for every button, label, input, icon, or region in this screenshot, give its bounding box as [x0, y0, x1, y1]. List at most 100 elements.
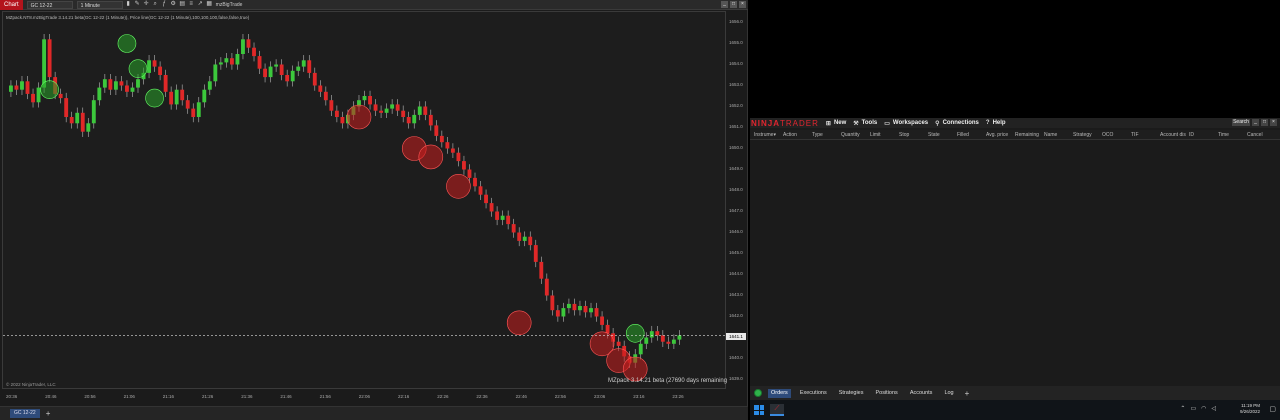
- price-tick-label: 1649.0: [729, 165, 743, 171]
- column-header[interactable]: Name: [1044, 132, 1058, 138]
- chart-trader-icon[interactable]: ▤: [179, 1, 185, 7]
- column-header[interactable]: Quantity: [841, 132, 860, 138]
- column-header[interactable]: State: [928, 132, 940, 138]
- tab-executions[interactable]: Executions: [799, 389, 827, 396]
- column-header[interactable]: Strategy: [1073, 132, 1092, 138]
- tab-accounts[interactable]: Accounts: [909, 389, 933, 396]
- column-header[interactable]: TIF: [1131, 132, 1139, 138]
- tab-gc-12-22[interactable]: GC 12-22: [10, 409, 40, 418]
- candle: [506, 215, 511, 225]
- taskbar-clock[interactable]: 11:19 PM 9/26/2022: [1220, 403, 1260, 415]
- tab-strategies[interactable]: Strategies: [838, 389, 864, 396]
- tab-log[interactable]: Log: [944, 389, 954, 396]
- candle: [58, 93, 63, 99]
- volume-icon[interactable]: ◁: [1211, 406, 1216, 412]
- tab-orders[interactable]: Orders: [768, 388, 791, 398]
- column-header[interactable]: Cancel: [1247, 132, 1263, 138]
- candle: [307, 60, 312, 73]
- bar-style-icon[interactable]: ▮: [126, 1, 130, 7]
- column-header[interactable]: Instrume▾: [754, 132, 776, 138]
- candle: [108, 79, 113, 90]
- column-header[interactable]: Account dis: [1160, 132, 1186, 138]
- maximize-icon[interactable]: □: [730, 1, 737, 8]
- ninjatrader-taskbar-icon[interactable]: ⟋: [770, 404, 784, 416]
- column-header[interactable]: Time: [1218, 132, 1229, 138]
- tools-icon: ⚒: [853, 120, 859, 127]
- candle: [589, 308, 593, 313]
- menu-connections[interactable]: ⚲ Connections: [935, 120, 979, 127]
- drawing-tools-icon[interactable]: ✎: [134, 1, 140, 7]
- tab-positions[interactable]: Positions: [875, 389, 898, 396]
- chart-bottom-tabs: GC 12-22 +: [0, 406, 748, 420]
- column-header[interactable]: Stop: [899, 132, 910, 138]
- big-trade-buy-bubble: [145, 88, 164, 108]
- crosshair-icon[interactable]: ✛: [143, 1, 149, 7]
- candle: [42, 39, 47, 88]
- new-icon: ⊞: [825, 120, 831, 127]
- candle: [462, 161, 466, 170]
- big-trade-buy-bubble: [128, 59, 148, 79]
- time-axis[interactable]: 20:36 20:46 20:56 21:06 21:16 21:26 21:36 21:46…: [0, 390, 728, 404]
- time-tick-label: 23:16: [633, 394, 645, 399]
- instrument-selector[interactable]: GC 12-22: [26, 0, 73, 9]
- big-trade-buy-bubble: [40, 80, 59, 99]
- candle: [578, 306, 582, 311]
- candle: [495, 211, 500, 220]
- candle: [296, 66, 301, 71]
- strategies-icon[interactable]: ⚙: [170, 1, 176, 7]
- properties-icon[interactable]: ≡: [189, 1, 193, 7]
- column-header[interactable]: Remaining: [1015, 132, 1039, 138]
- menu-workspaces[interactable]: ▭ Workspaces: [884, 120, 928, 127]
- price-axis[interactable]: 1656.0 1655.0 1654.0 1653.0 1652.0 1651.0 1650…: [727, 11, 747, 389]
- price-tick-label: 1650.0: [729, 144, 743, 150]
- zoom-icon[interactable]: ⌕: [153, 1, 157, 7]
- column-header[interactable]: Avg. price: [986, 132, 1009, 138]
- indicators-icon[interactable]: ƒ: [162, 1, 166, 7]
- candle: [180, 89, 185, 101]
- candle: [517, 232, 522, 241]
- candle: [572, 303, 577, 311]
- system-tray: ⌃ ▭ ◠ ◁: [1180, 405, 1216, 412]
- price-tick-label: 1655.0: [729, 39, 743, 45]
- indicator-shortcut-icon[interactable]: ▦: [206, 1, 212, 7]
- menu-help[interactable]: ? Help: [986, 120, 1006, 126]
- windows-start-icon[interactable]: [754, 405, 764, 415]
- column-header[interactable]: Type: [812, 132, 823, 138]
- candle: [616, 341, 621, 346]
- column-header[interactable]: Filled: [957, 132, 969, 138]
- notification-icon[interactable]: ▢: [1269, 406, 1276, 413]
- minimize-icon[interactable]: _: [1252, 119, 1259, 126]
- workspace-search-button[interactable]: Search: [1232, 119, 1250, 126]
- chevron-up-icon[interactable]: ⌃: [1180, 406, 1186, 412]
- orders-grid-body[interactable]: [750, 140, 1280, 385]
- time-tick-label: 22:56: [554, 394, 567, 399]
- candle: [412, 114, 417, 124]
- interval-selector[interactable]: 1 Minute: [76, 0, 123, 9]
- add-tab-button[interactable]: +: [45, 409, 51, 418]
- column-header[interactable]: OCO: [1102, 132, 1114, 138]
- menu-new[interactable]: ⊞ New: [826, 120, 846, 127]
- candle: [566, 303, 571, 309]
- column-header[interactable]: ID: [1189, 132, 1194, 138]
- candle: [600, 316, 604, 325]
- column-header[interactable]: Action: [783, 132, 797, 138]
- minimize-icon[interactable]: _: [721, 1, 728, 8]
- chart-tab[interactable]: Chart: [0, 0, 23, 10]
- close-icon[interactable]: ×: [739, 1, 746, 8]
- wifi-icon[interactable]: ◠: [1201, 406, 1207, 412]
- candle: [638, 343, 643, 355]
- candle: [660, 335, 665, 342]
- indicator-name[interactable]: mzBigTrade: [215, 1, 243, 8]
- maximize-icon[interactable]: □: [1261, 119, 1268, 126]
- network-icon[interactable]: ▭: [1190, 406, 1197, 412]
- time-tick-label: 21:26: [202, 394, 214, 399]
- candle: [64, 98, 69, 117]
- add-tab-button[interactable]: +: [964, 388, 970, 398]
- chart-plot-area[interactable]: [2, 11, 727, 389]
- menu-tools[interactable]: ⚒ Tools: [853, 120, 877, 127]
- column-header[interactable]: Limit: [870, 132, 881, 138]
- big-trade-sell-bubble: [622, 356, 648, 382]
- close-icon[interactable]: ×: [1270, 119, 1277, 126]
- candle: [489, 203, 494, 212]
- share-icon[interactable]: ↗: [197, 1, 203, 7]
